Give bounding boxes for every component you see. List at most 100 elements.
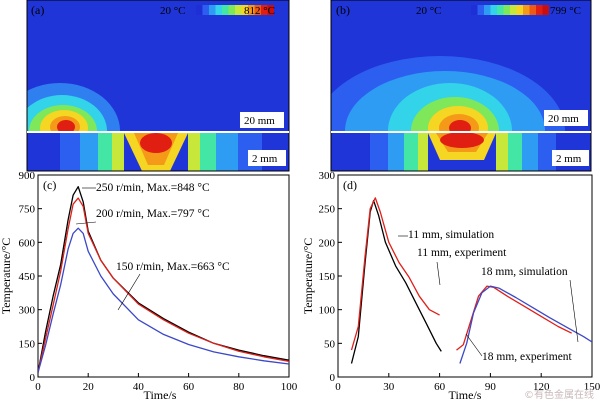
panel-d-series-line-1 (350, 197, 440, 351)
panel-a-colorbar-swatch (235, 5, 242, 15)
panel-a-colorbar-swatch (248, 5, 255, 15)
panel-d-ticks: 0 30 60 90 120 150 0 50 100 150 200 250 300 (319, 170, 600, 393)
panel-d-ytick-label: 100 (319, 305, 336, 317)
panel-b-colorbar-swatch (471, 5, 478, 15)
panel-b-heatmap: (b) 20 °C 799 °C 20 mm 2 mm (330, 0, 592, 172)
panel-d-chart: (d) 0 30 60 90 120 150 0 50 100 150 200 250 300 Time… (301, 170, 600, 402)
panel-b-colorbar-swatch (510, 5, 517, 15)
panel-b-colorbar-swatch (477, 5, 484, 15)
panel-d-leader-18sim (569, 279, 579, 343)
panel-a-colorbar-max: 812 °C (244, 5, 275, 17)
panel-a-section-stripes (60, 133, 262, 171)
panel-b-colorbar-swatch (523, 5, 530, 15)
panel-b-colorbar-swatch (484, 5, 491, 15)
panel-c-ylabel: Temperature/°C (0, 238, 13, 315)
panel-c-annotation-250: 250 r/min, Max.=848 °C (96, 182, 210, 194)
panel-a-colorbar-swatch (241, 5, 248, 15)
panel-b-colorbar-swatch (542, 5, 549, 15)
panel-d-annotation-18exp: 18 mm, experiment (482, 351, 573, 363)
panel-c-xtick-label: 80 (233, 381, 245, 393)
panel-b-label: (b) (336, 3, 350, 17)
panel-d-ytick-label: 250 (319, 204, 336, 216)
panel-c-ytick-label: 750 (19, 204, 36, 216)
panel-c-leader-200 (75, 221, 97, 225)
panel-d-series-line-2 (456, 285, 572, 351)
panel-c-chart: (c) 0 20 40 60 80 100 0 150 300 450 600 750 900 Time… (0, 170, 298, 402)
panel-a-scale-bottom-box (248, 150, 286, 166)
panel-c-annotation-150: 150 r/min, Max.=663 °C (116, 261, 230, 273)
panel-c-ticks: 0 20 40 60 80 100 0 150 300 450 600 750 900 (19, 170, 298, 393)
panel-a-colorbar-swatch (228, 5, 235, 15)
panel-c-ytick-label: 900 (19, 170, 36, 182)
panel-c-annotation-200: 200 r/min, Max.=797 °C (96, 208, 210, 220)
panel-a-colorbar-swatch (222, 5, 229, 15)
panel-a-colorbar-swatch (202, 5, 209, 15)
panel-d-series (350, 197, 592, 364)
panel-a-colorbar-swatch (209, 5, 216, 15)
panel-d-series-line-3 (459, 285, 592, 364)
panel-b-colorbar-swatch (503, 5, 510, 15)
panel-a-heatmap: (a) 20 °C 812 °C 20 mm 2 mm (26, 0, 290, 172)
panel-b-colorbar-swatch (529, 5, 536, 15)
panel-c-xtick-label: 40 (133, 381, 145, 393)
panel-d-annotation-18sim: 18 mm, simulation (481, 266, 568, 278)
panel-c-ytick-label: 450 (19, 271, 36, 283)
panel-d-ytick-label: 200 (319, 237, 336, 249)
panel-b-colorbar-max: 799 °C (550, 5, 581, 17)
panel-c-ytick-label: 150 (19, 338, 36, 350)
panel-b-scale-bottom: 2 mm (556, 153, 582, 165)
panel-a-scale-bottom: 2 mm (252, 153, 278, 165)
panel-b-colorbar-swatch (516, 5, 523, 15)
panel-a-colorbar-swatch (196, 5, 203, 15)
panel-c-xlabel: Time/s (144, 388, 177, 402)
panel-c-leader-150 (117, 273, 141, 311)
panel-c-label: (c) (43, 178, 56, 192)
panel-a-colorbar-swatch (261, 5, 268, 15)
panel-c-ytick-label: 600 (19, 237, 36, 249)
panel-d-annotation-11exp: 11 mm, experiment (417, 247, 507, 259)
panel-d-series-line-0 (350, 199, 442, 364)
panel-d-label: (d) (343, 178, 357, 192)
panel-d-xtick-label: 60 (434, 381, 446, 393)
panel-d-ytick-label: 300 (319, 170, 336, 182)
panel-a-colorbar-swatch (267, 5, 274, 15)
panel-c-xtick-label: 100 (281, 381, 298, 393)
panel-b-colorbar-swatch (490, 5, 497, 15)
panel-b-colorbar (471, 5, 549, 15)
panel-b-scale-bottom-box (552, 150, 589, 166)
panel-c-series (38, 186, 289, 373)
panel-a-scale-top-box (240, 112, 284, 128)
panel-c-series-line-1 (38, 197, 289, 373)
panel-a-scale-top: 20 mm (244, 115, 275, 127)
panel-b-colorbar-min: 20 °C (416, 5, 442, 17)
watermark: ©有色金属在线 (524, 390, 594, 401)
panel-c-xtick-label: 60 (183, 381, 195, 393)
panel-a-colorbar-swatch (215, 5, 222, 15)
panel-a-colorbar-min: 20 °C (160, 5, 186, 17)
panel-d-leader-11exp (436, 261, 441, 286)
panel-d-ytick-label: 150 (319, 271, 336, 283)
panel-d-ylabel: Temperature/°C (301, 238, 315, 315)
panel-a-colorbar-swatch (254, 5, 261, 15)
panel-d-ytick-label: 0 (330, 372, 336, 384)
panel-d-xtick-label: 30 (383, 381, 395, 393)
panel-c-xtick-label: 20 (83, 381, 95, 393)
panel-d-xtick-label: 120 (533, 381, 550, 393)
panel-a-label: (a) (31, 3, 44, 17)
panel-b-scale-top-box (544, 110, 588, 126)
panel-d-xtick-label: 0 (335, 381, 341, 393)
panel-b-colorbar-swatch (536, 5, 543, 15)
panel-d-xlabel: Time/s (449, 388, 482, 402)
panel-b-section-stripes (370, 132, 556, 171)
panel-c-ytick-label: 0 (30, 372, 36, 384)
panel-a-colorbar (196, 5, 274, 15)
panel-d-xtick-label: 150 (584, 381, 600, 393)
panel-d-leader-18exp (465, 333, 483, 357)
panel-c-series-line-2 (38, 227, 289, 373)
panel-c-frame (37, 174, 290, 378)
panel-d-ytick-label: 50 (324, 338, 336, 350)
panel-b-colorbar-swatch (497, 5, 504, 15)
panel-d-xtick-label: 90 (485, 381, 497, 393)
panel-c-xtick-label: 0 (35, 381, 41, 393)
